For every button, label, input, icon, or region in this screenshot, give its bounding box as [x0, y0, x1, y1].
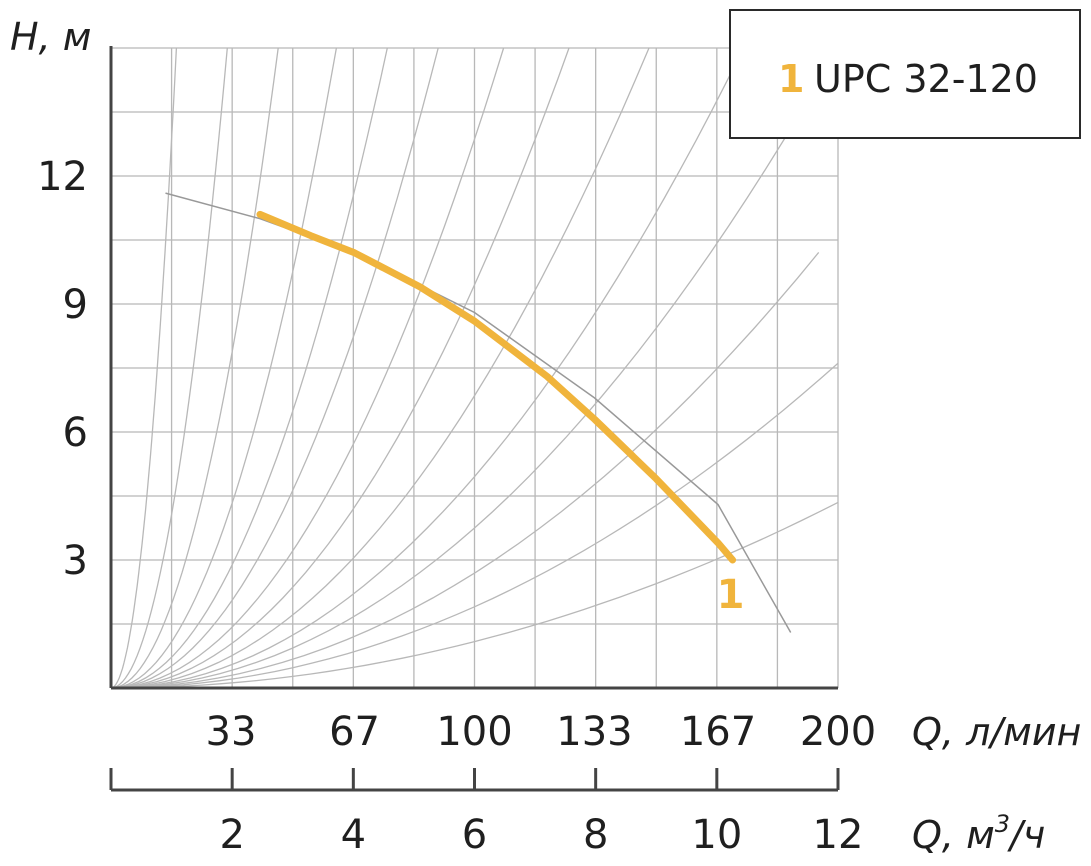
- x-tick-label: 100: [436, 709, 512, 755]
- y-tick-label: 12: [37, 154, 88, 200]
- characteristic-thin-curve: [165, 192, 792, 633]
- x-tick-label: 67: [329, 709, 380, 755]
- x2-tick-label: 4: [341, 812, 366, 858]
- system-parabola: [110, 47, 839, 689]
- system-parabola: [110, 47, 570, 689]
- x2-tick-label: 6: [462, 812, 487, 858]
- system-parabola: [110, 47, 228, 689]
- system-parabola: [110, 362, 839, 689]
- axes: [109, 46, 840, 792]
- x-axis-title: Q, л/мин: [912, 710, 1081, 754]
- legend-box: [729, 9, 1081, 139]
- y-tick-label: 6: [63, 410, 88, 456]
- system-parabola: [110, 47, 745, 689]
- x2-axis-title-tail: /ч: [1007, 813, 1045, 857]
- system-parabola: [110, 47, 279, 689]
- y-axis-title: H, м: [10, 15, 91, 59]
- x-tick-label: 200: [800, 709, 876, 755]
- y-tick-label: 9: [63, 282, 88, 328]
- x-tick-label: 167: [680, 709, 756, 755]
- system-parabola: [110, 47, 439, 689]
- system-parabola: [110, 47, 178, 689]
- x2-axis-title-sup: 3: [995, 810, 1010, 838]
- system-parabola: [110, 501, 839, 689]
- x-tick-label: 33: [206, 709, 257, 755]
- x2-tick-label: 12: [813, 812, 864, 858]
- y-tick-label: 3: [63, 538, 88, 584]
- system-parabola: [110, 47, 505, 689]
- x2-tick-label: 8: [583, 812, 608, 858]
- series: 1: [256, 210, 745, 618]
- x2-axis-title: Q, м3/ч: [912, 810, 1045, 857]
- series-line: [256, 210, 737, 564]
- x-tick-label: 133: [556, 709, 632, 755]
- legend-series-name: UPC 32-120: [814, 57, 1038, 101]
- system-curves: [110, 47, 839, 689]
- legend: 1 UPC 32-120: [729, 9, 1081, 139]
- x2-tick-label: 2: [219, 812, 244, 858]
- system-parabola: [110, 47, 338, 689]
- tick-labels: 3 6 9 12 33 67 100 133 167 200 2 4 6 8 10 12: [37, 154, 876, 858]
- x2-tick-label: 10: [691, 812, 742, 858]
- series-curve-label: 1: [717, 572, 745, 618]
- system-parabola: [110, 47, 650, 689]
- legend-series-number: 1: [778, 57, 804, 101]
- system-parabola: [110, 251, 820, 689]
- x2-axis-title-main: Q, м: [912, 813, 995, 857]
- system-parabola: [110, 47, 388, 689]
